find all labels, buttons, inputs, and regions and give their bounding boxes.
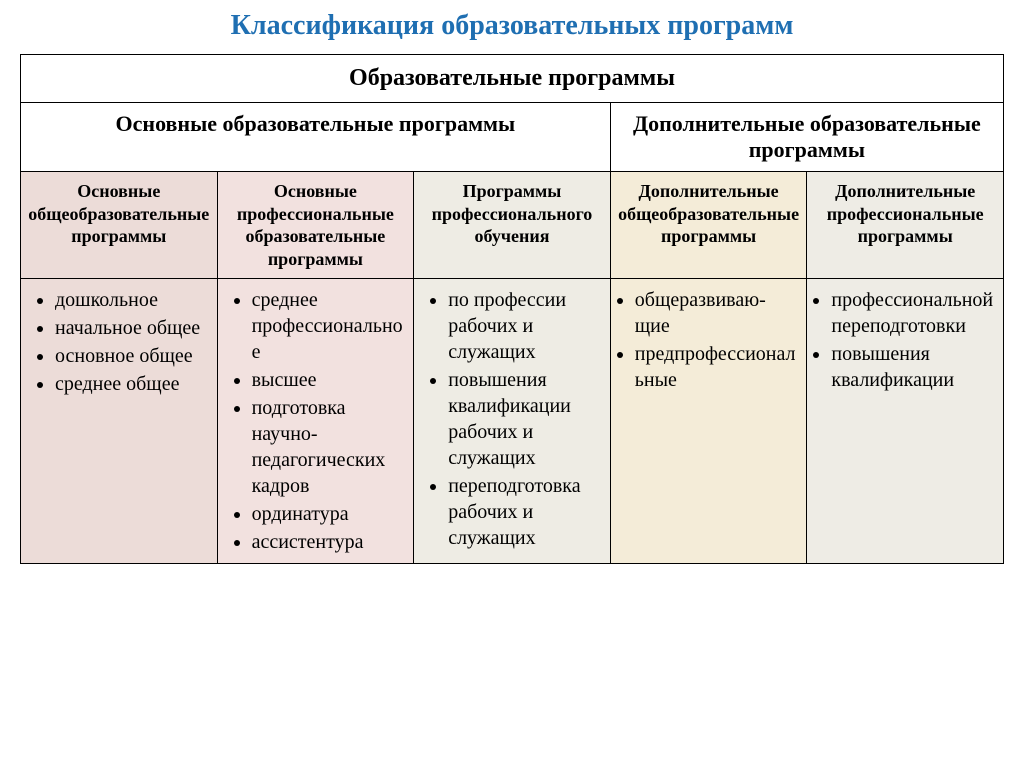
body-col-5: профессиональной переподготовкиповышения… <box>807 279 1004 564</box>
header-top: Образовательные программы <box>21 55 1004 103</box>
page-title: Классификация образовательных программ <box>20 10 1004 42</box>
list-item: общеразвиваю-щие <box>635 287 799 339</box>
list-item: предпрофессиональные <box>635 341 799 393</box>
list-item: дошкольное <box>55 287 209 313</box>
list-item: профессиональной переподготовки <box>831 287 995 339</box>
subheader-3: Программы профессионального обучения <box>414 172 611 279</box>
list-item: повышения квалификации <box>831 341 995 393</box>
classification-table: Образовательные программы Основные образ… <box>20 54 1004 564</box>
list-item: высшее <box>252 367 406 393</box>
group-left: Основные образовательные программы <box>21 103 611 172</box>
list-item: среднее общее <box>55 371 209 397</box>
subheader-2: Основные профессиональные образовательны… <box>217 172 414 279</box>
subheader-1: Основные общеобразовательные программы <box>21 172 218 279</box>
body-col-1: дошкольноеначальное общееосновное общеес… <box>21 279 218 564</box>
list-item: основное общее <box>55 343 209 369</box>
list-item: повышения квалификации рабочих и служащи… <box>448 367 602 471</box>
group-right: Дополнительные образовательные программы <box>610 103 1003 172</box>
list-item: переподготовка рабочих и служащих <box>448 473 602 551</box>
list-item: подготовка научно-педагогических кадров <box>252 395 406 499</box>
list-item: ассистентура <box>252 529 406 555</box>
body-col-3: по профессии рабочих и служащихповышения… <box>414 279 611 564</box>
subheader-5: Дополнительные профессиональные программ… <box>807 172 1004 279</box>
list-item: среднее профессиональное <box>252 287 406 365</box>
subheader-4: Дополнительные общеобразовательные прогр… <box>610 172 807 279</box>
body-col-2: среднее профессиональноевысшееподготовка… <box>217 279 414 564</box>
list-item: по профессии рабочих и служащих <box>448 287 602 365</box>
list-item: начальное общее <box>55 315 209 341</box>
body-col-4: общеразвиваю-щиепредпрофессиональные <box>610 279 807 564</box>
list-item: ординатура <box>252 501 406 527</box>
